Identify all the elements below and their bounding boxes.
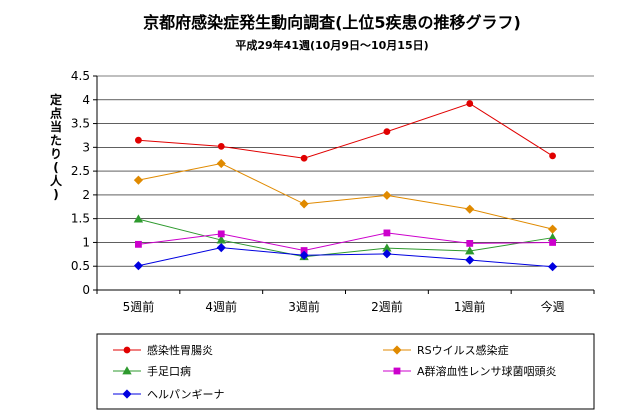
y-axis-label-char: り bbox=[50, 147, 62, 161]
legend-item: A群溶血性レンサ球菌咽頭炎 bbox=[383, 364, 557, 378]
y-tick-label: 1 bbox=[82, 235, 90, 249]
data-point bbox=[383, 229, 391, 237]
y-axis-label-char: 点 bbox=[50, 106, 62, 121]
y-tick-label: 3 bbox=[82, 140, 90, 154]
data-point bbox=[133, 261, 143, 271]
data-point bbox=[135, 136, 142, 144]
data-point bbox=[216, 243, 226, 253]
data-point bbox=[465, 246, 475, 255]
data-point bbox=[465, 204, 475, 214]
series-1 bbox=[135, 100, 556, 162]
y-tick-label: 4.5 bbox=[71, 69, 90, 83]
x-tick-label: 5週前 bbox=[123, 299, 155, 314]
x-tick-label: 3週前 bbox=[288, 299, 320, 314]
series-line bbox=[138, 232, 553, 252]
legend-label: ヘルパンギーナ bbox=[147, 388, 225, 401]
legend-label: 手足口病 bbox=[147, 364, 191, 378]
y-tick-label: 2 bbox=[82, 188, 90, 202]
y-axis-label-char: 人 bbox=[50, 173, 63, 188]
legend-item: ヘルパンギーナ bbox=[113, 388, 225, 401]
legend-marker bbox=[122, 389, 132, 399]
data-point bbox=[217, 142, 225, 150]
series-line bbox=[138, 103, 553, 159]
series-line bbox=[138, 162, 553, 230]
series-3 bbox=[133, 214, 558, 261]
data-point bbox=[383, 128, 391, 136]
data-point bbox=[549, 239, 556, 246]
gridlines bbox=[97, 75, 594, 267]
y-axis-ticks: 0 0.5 1 1.5 2 2.5 3 3.5 4 4.5 bbox=[71, 69, 97, 297]
legend-label: RSウイルス感染症 bbox=[417, 343, 509, 357]
chart-title: 京都府感染症発生動向調査(上位5疾患の推移グラフ) bbox=[143, 13, 521, 32]
data-point bbox=[133, 214, 144, 223]
x-tick-label: 1週前 bbox=[454, 299, 486, 314]
data-point bbox=[299, 250, 309, 260]
data-point bbox=[382, 249, 392, 259]
legend-marker bbox=[122, 366, 132, 375]
y-tick-label: 1.5 bbox=[71, 212, 90, 226]
y-axis-label-char: 当 bbox=[50, 119, 62, 134]
x-tick-label: 4週前 bbox=[205, 299, 237, 314]
data-point bbox=[466, 239, 474, 247]
data-point bbox=[133, 175, 143, 185]
legend-marker bbox=[392, 345, 402, 355]
chart-subtitle: 平成29年41週(10月9日～10月15日) bbox=[235, 38, 428, 52]
data-point bbox=[549, 152, 556, 160]
y-axis-label-char: た bbox=[50, 134, 62, 148]
data-point bbox=[135, 240, 142, 248]
series-4 bbox=[135, 229, 556, 254]
x-tick-label: 2週前 bbox=[371, 299, 403, 314]
x-tick-label: 今週 bbox=[541, 299, 565, 314]
data-point bbox=[216, 158, 226, 169]
legend-label: A群溶血性レンサ球菌咽頭炎 bbox=[417, 364, 557, 378]
x-axis-ticks: 5週前 4週前 3週前 2週前 1週前 今週 bbox=[96, 290, 595, 314]
data-point bbox=[299, 199, 309, 209]
y-tick-label: 4 bbox=[82, 93, 90, 107]
data-point bbox=[300, 154, 308, 162]
data-point bbox=[216, 235, 226, 244]
series-group bbox=[133, 100, 558, 272]
y-tick-label: 3.5 bbox=[71, 117, 90, 131]
data-point bbox=[548, 262, 558, 272]
data-point bbox=[548, 224, 558, 234]
series-2 bbox=[133, 158, 558, 234]
series-line bbox=[138, 218, 553, 258]
legend-marker bbox=[393, 367, 401, 375]
legend-item: 手足口病 bbox=[113, 364, 191, 378]
y-tick-label: 2.5 bbox=[71, 164, 90, 178]
legend-label: 感染性胃腸炎 bbox=[147, 343, 213, 357]
y-axis-label-char: ) bbox=[53, 188, 58, 202]
y-axis-label-char: ( bbox=[53, 161, 58, 175]
series-line bbox=[138, 247, 553, 268]
legend-item: 感染性胃腸炎 bbox=[113, 343, 213, 357]
y-tick-label: 0.5 bbox=[71, 259, 90, 273]
legend-item: RSウイルス感染症 bbox=[383, 343, 509, 357]
data-point bbox=[466, 100, 474, 107]
y-axis-label-char: 定 bbox=[50, 92, 62, 107]
data-point bbox=[217, 230, 225, 238]
y-tick-label: 0 bbox=[82, 283, 90, 297]
data-point bbox=[465, 255, 475, 265]
legend-box bbox=[96, 333, 595, 410]
legend-marker bbox=[123, 346, 131, 354]
data-point bbox=[382, 190, 392, 200]
series-5 bbox=[133, 243, 558, 272]
axes bbox=[96, 76, 594, 291]
